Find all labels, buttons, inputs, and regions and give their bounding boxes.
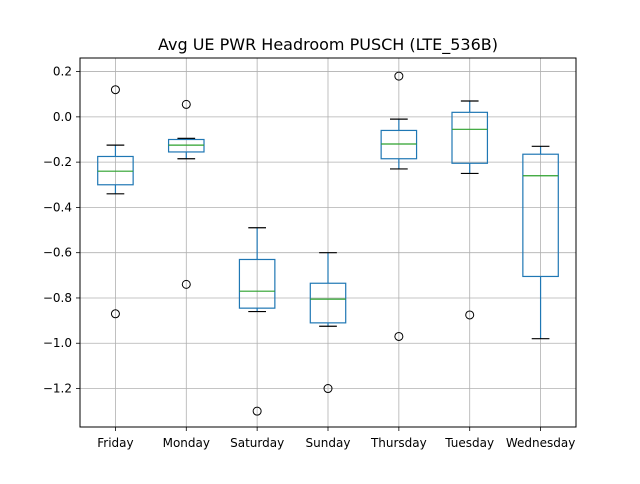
y-tick-label: −0.8 <box>43 291 72 305</box>
x-tick-label: Wednesday <box>506 436 575 450</box>
y-tick-label: −1.0 <box>43 336 72 350</box>
box-group <box>238 227 276 416</box>
y-tick-label: −0.2 <box>43 155 72 169</box>
outlier-point <box>252 406 262 416</box>
outlier-point <box>181 99 191 109</box>
y-tick-label: 0.2 <box>53 65 72 79</box>
x-tick-label: Friday <box>97 436 133 450</box>
outlier-point <box>323 384 333 394</box>
x-tick-label: Thursday <box>370 436 427 450</box>
axis-layer: 0.2 0.0 −0.2 −0.4 −0.6 −0.8 −1.0 −1.2 Friday Mond… <box>43 57 577 450</box>
x-tick-label: Tuesday <box>444 436 494 450</box>
box-group <box>451 100 489 320</box>
outlier-point <box>465 310 475 320</box>
box-group <box>309 252 347 394</box>
box-group <box>167 99 205 289</box>
y-tick-label: −0.4 <box>43 200 72 214</box>
x-tick-label: Sunday <box>306 436 351 450</box>
outlier-point <box>394 331 404 341</box>
chart-title: Avg UE PWR Headroom PUSCH (LTE_536B) <box>158 35 498 55</box>
box-group <box>97 85 134 319</box>
axes-frame <box>79 57 577 428</box>
y-tick-label: 0.0 <box>53 110 72 124</box>
x-tick-label: Monday <box>163 436 210 450</box>
y-tick-label: −0.6 <box>43 246 72 260</box>
x-tick-label: Saturday <box>230 436 284 450</box>
box-group <box>522 145 559 340</box>
box-layer <box>97 71 559 416</box>
box-group <box>380 71 418 341</box>
outlier-point <box>110 309 120 319</box>
box-iqr <box>522 153 559 278</box>
outlier-point <box>181 279 191 289</box>
box-iqr <box>238 258 276 309</box>
box-iqr <box>451 111 489 164</box>
box-iqr <box>309 282 347 324</box>
outlier-point <box>110 85 120 95</box>
outlier-point <box>394 71 404 81</box>
y-tick-label: −1.2 <box>43 382 72 396</box>
